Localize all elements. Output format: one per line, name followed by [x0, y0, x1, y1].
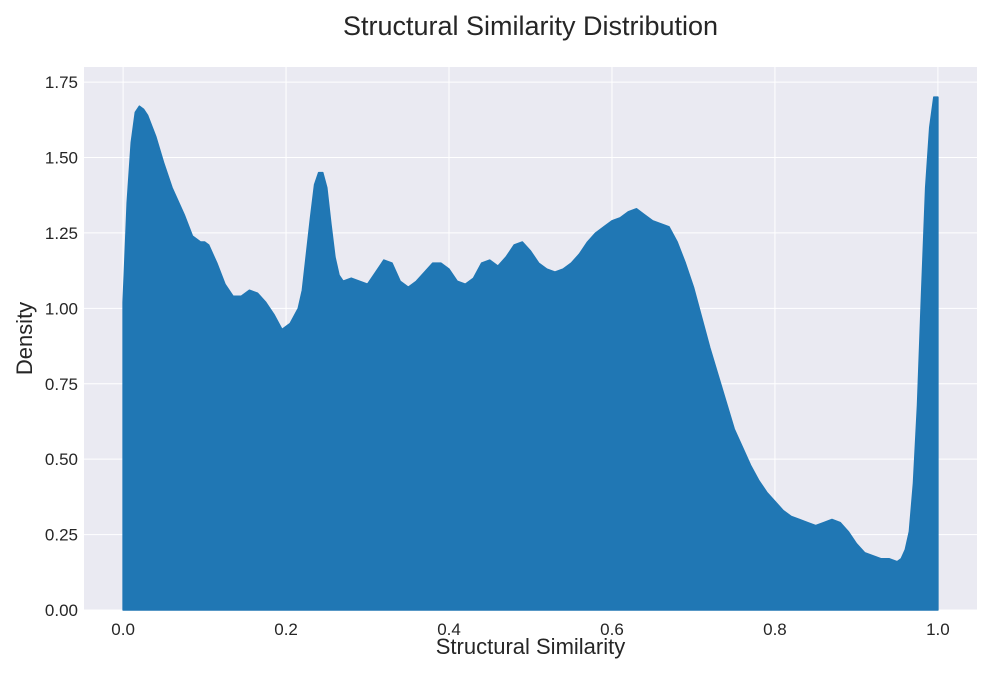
x-axis-ticks: 0.0 0.2 0.4 0.6 0.8 1.0: [111, 620, 949, 639]
y-tick-label: 0.75: [45, 375, 78, 394]
y-tick-label: 0.50: [45, 450, 78, 469]
x-tick-label: 0.4: [437, 620, 461, 639]
y-tick-label: 1.75: [45, 73, 78, 92]
y-tick-label: 1.00: [45, 299, 78, 318]
density-area: [122, 96, 939, 611]
y-tick-label: 0.25: [45, 526, 78, 545]
x-tick-label: 0.6: [600, 620, 624, 639]
y-tick-label: 1.50: [45, 149, 78, 168]
y-tick-label: 1.25: [45, 224, 78, 243]
x-tick-label: 0.2: [274, 620, 298, 639]
x-tick-label: 1.0: [926, 620, 950, 639]
x-axis-label: Structural Similarity: [436, 634, 625, 659]
x-tick-label: 0.0: [111, 620, 135, 639]
y-axis-label: Density: [12, 302, 37, 375]
y-axis-ticks: 0.00 0.25 0.50 0.75 1.00 1.25 1.50 1.75: [45, 73, 78, 620]
x-tick-label: 0.8: [763, 620, 787, 639]
chart-title: Structural Similarity Distribution: [343, 11, 718, 41]
y-tick-label: 0.00: [45, 601, 78, 620]
